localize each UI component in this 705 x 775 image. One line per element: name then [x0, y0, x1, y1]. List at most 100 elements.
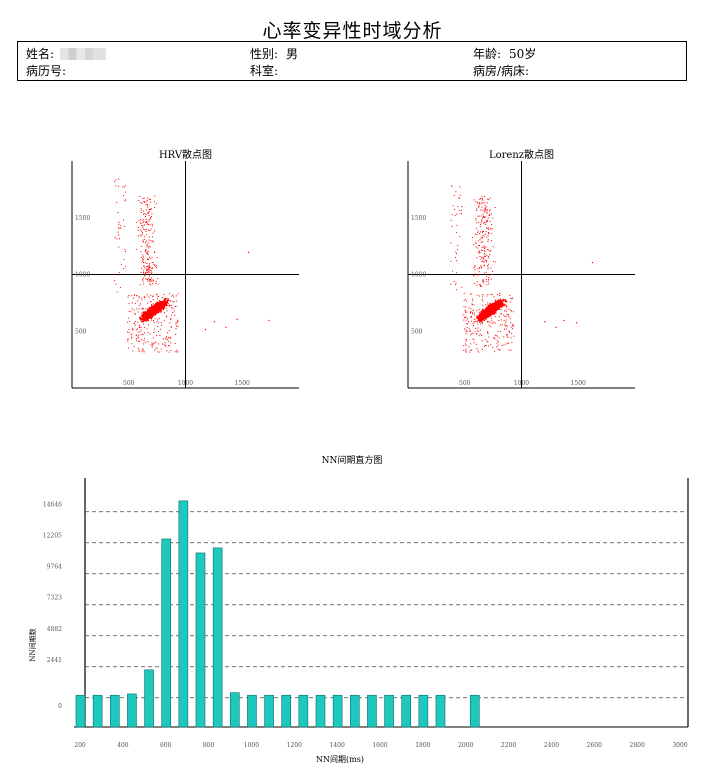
scatter-point: [138, 304, 140, 306]
scatter-point: [173, 310, 175, 312]
scatter-point: [142, 349, 144, 351]
scatter-point: [172, 294, 174, 296]
scatter-point: [152, 310, 154, 312]
scatter-point: [133, 346, 135, 348]
scatter-point: [145, 341, 147, 343]
scatter-point: [132, 297, 134, 299]
scatter-point: [146, 311, 148, 313]
scatter-point: [167, 336, 169, 338]
scatter-point: [146, 266, 148, 268]
scatter-point: [145, 249, 147, 251]
scatter-point: [158, 296, 160, 298]
scatter-point: [143, 311, 145, 313]
scatter-point: [142, 228, 144, 230]
scatter-point: [148, 296, 150, 298]
scatter-point: [149, 218, 151, 220]
scatter-point: [156, 304, 158, 306]
scatter-point: [128, 311, 130, 313]
scatter-point: [155, 313, 157, 315]
scatter-point: [120, 263, 122, 265]
scatter-point: [495, 300, 497, 302]
scatter-point: [143, 259, 145, 261]
scatter-point: [170, 337, 172, 339]
scatter-point: [140, 315, 143, 317]
scatter-point: [148, 307, 150, 309]
scatter-point: [164, 342, 166, 344]
scatter-point: [147, 223, 149, 225]
scatter-point: [145, 249, 147, 251]
scatter-point: [155, 307, 157, 309]
scatter-point: [141, 261, 143, 263]
scatter-point: [490, 303, 493, 305]
scatter-point: [124, 185, 126, 187]
scatter-point: [151, 223, 153, 225]
scatter-point: [154, 349, 156, 351]
scatter-point: [147, 258, 149, 260]
scatter-point: [114, 280, 116, 282]
scatter-point: [160, 305, 162, 307]
scatter-point: [143, 213, 145, 215]
scatter-point: [157, 319, 159, 321]
scatter-point: [149, 246, 151, 248]
scatter-point: [153, 314, 155, 316]
scatter-point: [157, 303, 159, 305]
scatter-point: [143, 350, 145, 352]
scatter-point: [141, 258, 143, 260]
scatter-point: [152, 344, 154, 346]
scatter-point: [146, 201, 148, 203]
scatter-point: [141, 231, 143, 233]
x-tick-label: 500: [123, 380, 135, 387]
scatter-point: [146, 228, 148, 230]
scatter-point: [166, 299, 168, 301]
scatter-point: [125, 251, 127, 253]
scatter-point: [127, 338, 129, 340]
scatter-point: [479, 319, 481, 321]
scatter-point: [142, 226, 144, 228]
scatter-point: [204, 328, 206, 331]
y-tick-label: 1500: [411, 215, 426, 222]
scatter-point: [504, 300, 507, 302]
y-tick-label: 500: [411, 328, 423, 335]
scatter-point: [142, 317, 145, 320]
scatter-point: [152, 315, 154, 318]
scatter-point: [504, 299, 506, 302]
scatter-point: [151, 305, 153, 307]
scatter-point: [132, 350, 134, 352]
scatter-point: [477, 317, 479, 319]
scatter-point: [150, 294, 152, 296]
scatter-point: [152, 306, 154, 309]
scatter-point: [144, 202, 146, 204]
scatter-point: [128, 329, 130, 331]
scatter-point: [142, 225, 144, 227]
scatter-point: [140, 271, 142, 273]
scatter-point: [142, 277, 144, 279]
scatter-point: [120, 227, 122, 229]
scatter-point: [155, 280, 157, 282]
scatter-point: [478, 317, 480, 320]
scatter-point: [143, 219, 145, 221]
scatter-point: [147, 206, 149, 208]
scatter-point: [152, 283, 154, 285]
scatter-point: [147, 310, 149, 312]
scatter-point: [149, 278, 151, 280]
scatter-point: [148, 256, 150, 258]
scatter-point: [137, 229, 139, 231]
scatter-point: [169, 300, 172, 302]
scatter-point: [143, 221, 145, 223]
scatter-point: [152, 267, 154, 269]
scatter-point: [148, 247, 150, 249]
scatter-point: [501, 301, 503, 304]
department-label: 科室:: [250, 64, 279, 78]
scatter-point: [148, 266, 150, 268]
scatter-point: [486, 306, 488, 308]
scatter-point: [145, 234, 147, 236]
scatter-point: [136, 295, 138, 297]
scatter-point: [117, 212, 119, 214]
scatter-point: [114, 237, 116, 239]
scatter-point: [138, 341, 140, 343]
scatter-point: [149, 224, 151, 226]
scatter-point: [154, 309, 156, 311]
scatter-point: [164, 337, 166, 339]
scatter-point: [138, 326, 140, 328]
scatter-point: [168, 351, 170, 353]
